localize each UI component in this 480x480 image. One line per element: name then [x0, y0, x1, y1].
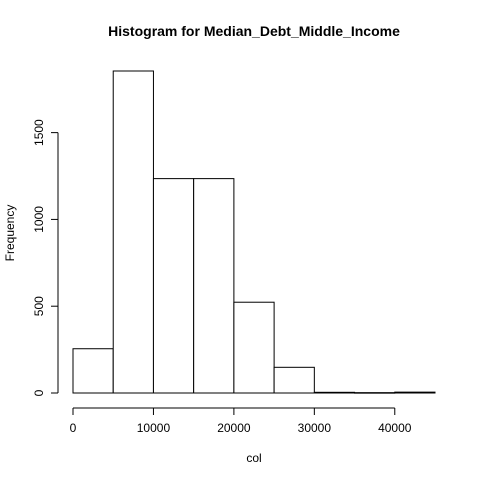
- x-tick-label: 30000: [298, 421, 332, 435]
- histogram-bar: [313, 391, 356, 394]
- histogram-bar: [394, 391, 436, 394]
- x-tick-label: 0: [70, 421, 77, 435]
- x-tick-label: 10000: [137, 421, 171, 435]
- y-tick-label: 1500: [32, 119, 46, 146]
- x-tick-label: 20000: [217, 421, 251, 435]
- histogram-bar: [233, 301, 275, 394]
- y-tick-label: 1000: [32, 206, 46, 233]
- y-tick-label: 0: [32, 389, 46, 396]
- histogram-bar: [193, 178, 235, 394]
- y-tick-label: 500: [32, 296, 46, 316]
- y-axis-label: Frequency: [3, 205, 17, 262]
- y-axis: 0 500 1000 1500: [32, 119, 59, 396]
- histogram-bar: [72, 348, 114, 394]
- x-tick-label: 40000: [378, 421, 412, 435]
- histogram-bar: [354, 392, 396, 394]
- histogram-bars: [72, 70, 436, 394]
- histogram-bar: [273, 366, 315, 394]
- histogram-bar: [152, 178, 195, 394]
- histogram-bar: [112, 70, 154, 394]
- x-axis-label: col: [246, 451, 261, 465]
- chart-title: Histogram for Median_Debt_Middle_Income: [108, 23, 400, 39]
- x-axis: 0 10000 20000 30000 40000: [70, 407, 412, 435]
